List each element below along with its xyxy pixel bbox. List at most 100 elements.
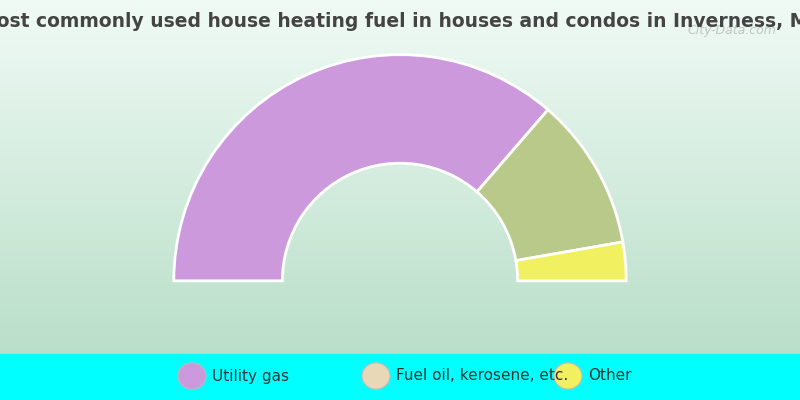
Bar [0,136,800,139]
Bar [0,92,800,94]
Bar [0,150,800,154]
Bar [0,316,800,318]
Bar [0,94,800,97]
Bar [0,301,800,304]
Bar [0,26,800,30]
Bar [0,38,800,41]
Bar [0,50,800,53]
Bar [0,47,800,50]
Bar [0,292,800,295]
Text: Utility gas: Utility gas [212,368,289,384]
Bar [0,127,800,130]
Bar [0,165,800,168]
Bar [0,71,800,74]
Bar [0,333,800,336]
Bar [0,168,800,171]
Bar [0,248,800,251]
Bar [0,100,800,103]
Bar [0,183,800,186]
Text: Most commonly used house heating fuel in houses and condos in Inverness, MT: Most commonly used house heating fuel in… [0,12,800,31]
Bar [0,124,800,127]
Text: Fuel oil, kerosene, etc.: Fuel oil, kerosene, etc. [396,368,568,384]
Bar [0,174,800,177]
Bar [0,224,800,227]
Bar [0,198,800,201]
Bar [0,318,800,322]
Bar [0,133,800,136]
Text: City-Data.com: City-Data.com [687,24,776,37]
Bar [0,53,800,56]
Bar [0,192,800,195]
Bar [0,330,800,333]
Bar [0,59,800,62]
Bar [0,74,800,77]
Bar [0,148,800,150]
Bar [0,62,800,65]
Bar [0,286,800,289]
Bar [0,348,800,351]
Bar [0,257,800,260]
Bar [0,210,800,212]
Bar [0,304,800,307]
Ellipse shape [554,363,582,389]
Bar [0,204,800,206]
Bar [0,221,800,224]
Bar [0,272,800,274]
Bar [0,21,800,24]
Bar [0,154,800,156]
Bar [0,80,800,83]
Bar [0,295,800,298]
Wedge shape [477,110,623,261]
Bar [0,9,800,12]
Bar [0,97,800,100]
Bar [0,130,800,133]
Bar [0,351,800,354]
Bar [0,162,800,165]
Bar [0,159,800,162]
Bar [0,289,800,292]
Bar [0,206,800,210]
Bar [0,144,800,148]
Bar [0,218,800,221]
Bar [0,56,800,59]
Bar [0,310,800,313]
Bar [0,239,800,242]
Bar [0,112,800,115]
Bar [0,201,800,204]
Bar [0,121,800,124]
Bar [0,322,800,324]
Ellipse shape [178,363,206,389]
Bar [0,242,800,245]
Bar [0,254,800,257]
Bar [0,328,800,330]
Bar [0,24,800,26]
Ellipse shape [362,363,390,389]
Bar [0,274,800,277]
Bar [0,106,800,109]
Bar [0,280,800,283]
Wedge shape [516,242,626,281]
Bar [0,336,800,339]
Bar [0,245,800,248]
Bar [0,268,800,271]
Bar [0,115,800,118]
Bar [0,186,800,189]
Bar [0,339,800,342]
Bar [0,324,800,328]
Bar [0,88,800,92]
Bar [0,236,800,239]
Bar [0,212,800,215]
Bar [0,68,800,71]
Bar [0,156,800,159]
Bar [0,230,800,233]
Wedge shape [174,55,548,281]
Bar [0,171,800,174]
Bar [0,262,800,266]
Bar [0,44,800,47]
Bar [0,233,800,236]
Bar [0,36,800,38]
Bar [0,298,800,301]
Bar [0,283,800,286]
Bar [0,260,800,262]
Bar [0,3,800,6]
